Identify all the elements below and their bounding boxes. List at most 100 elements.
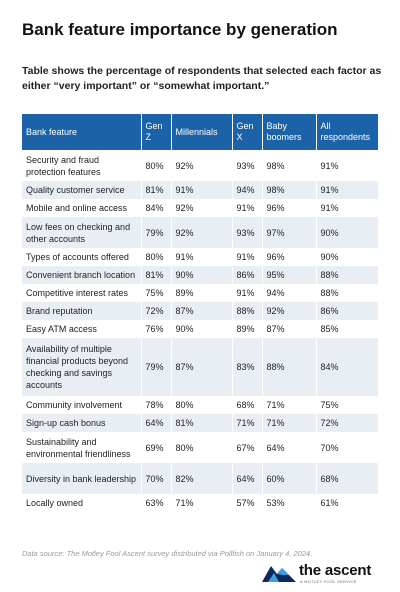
value-cell: 91%: [316, 150, 378, 181]
table-row: Availability of multiple financial produ…: [22, 338, 378, 396]
value-cell: 76%: [141, 320, 172, 338]
value-cell: 87%: [171, 302, 233, 320]
value-cell: 64%: [141, 414, 172, 432]
feature-cell: Diversity in bank leadership: [22, 463, 142, 494]
table-row: Sustainability and environmental friendl…: [22, 432, 378, 463]
value-cell: 71%: [262, 414, 317, 432]
value-cell: 70%: [316, 432, 378, 463]
table-row: Competitive interest rates 75% 89% 91% 94% 88…: [22, 284, 378, 302]
feature-cell: Sign-up cash bonus: [22, 414, 142, 432]
value-cell: 64%: [262, 432, 317, 463]
value-cell: 91%: [232, 284, 263, 302]
value-cell: 72%: [316, 414, 378, 432]
value-cell: 92%: [171, 150, 233, 181]
value-cell: 81%: [171, 414, 233, 432]
value-cell: 91%: [171, 248, 233, 266]
mountain-logo-icon: [262, 566, 296, 582]
value-cell: 94%: [262, 284, 317, 302]
feature-cell: Sustainability and environmental friendl…: [22, 432, 142, 463]
value-cell: 86%: [232, 266, 263, 284]
table-row: Locally owned 63% 71% 57% 53% 61%: [22, 494, 378, 512]
value-cell: 69%: [141, 432, 172, 463]
value-cell: 68%: [232, 396, 263, 414]
value-cell: 91%: [232, 248, 263, 266]
feature-cell: Community involvement: [22, 396, 142, 414]
value-cell: 91%: [171, 181, 233, 199]
value-cell: 75%: [141, 284, 172, 302]
value-cell: 72%: [141, 302, 172, 320]
value-cell: 60%: [262, 463, 317, 494]
column-header: Bank feature: [22, 114, 142, 150]
value-cell: 85%: [316, 320, 378, 338]
feature-cell: Types of accounts offered: [22, 248, 142, 266]
value-cell: 88%: [262, 338, 317, 396]
value-cell: 98%: [262, 150, 317, 181]
value-cell: 91%: [316, 181, 378, 199]
feature-cell: Security and fraud protection features: [22, 150, 142, 181]
value-cell: 53%: [262, 494, 317, 512]
value-cell: 80%: [171, 432, 233, 463]
value-cell: 91%: [232, 199, 263, 217]
value-cell: 94%: [232, 181, 263, 199]
table-row: Types of accounts offered 80% 91% 91% 96% 90%: [22, 248, 378, 266]
column-header: Millennials: [171, 114, 233, 150]
value-cell: 79%: [141, 338, 172, 396]
chart-subtitle: Table shows the percentage of respondent…: [22, 65, 382, 92]
value-cell: 98%: [262, 181, 317, 199]
column-header: Gen X: [232, 114, 263, 150]
value-cell: 92%: [262, 302, 317, 320]
value-cell: 71%: [262, 396, 317, 414]
data-source-note: Data source: The Motley Fool Ascent surv…: [22, 549, 313, 558]
feature-cell: Brand reputation: [22, 302, 142, 320]
value-cell: 67%: [232, 432, 263, 463]
value-cell: 81%: [141, 266, 172, 284]
value-cell: 64%: [232, 463, 263, 494]
value-cell: 80%: [171, 396, 233, 414]
value-cell: 83%: [232, 338, 263, 396]
table-row: Convenient branch location 81% 90% 86% 95% 88…: [22, 266, 378, 284]
value-cell: 80%: [141, 150, 172, 181]
value-cell: 90%: [316, 217, 378, 248]
value-cell: 70%: [141, 463, 172, 494]
feature-table: Bank feature Gen Z Millennials Gen X Baby bo…: [22, 114, 378, 512]
value-cell: 88%: [316, 284, 378, 302]
value-cell: 96%: [262, 199, 317, 217]
value-cell: 63%: [141, 494, 172, 512]
value-cell: 88%: [232, 302, 263, 320]
value-cell: 86%: [316, 302, 378, 320]
value-cell: 81%: [141, 181, 172, 199]
value-cell: 93%: [232, 150, 263, 181]
column-header: Baby boomers: [262, 114, 317, 150]
table-row: Security and fraud protection features 80…: [22, 150, 378, 181]
value-cell: 80%: [141, 248, 172, 266]
value-cell: 95%: [262, 266, 317, 284]
table-row: Community involvement 78% 80% 68% 71% 75%: [22, 396, 378, 414]
feature-cell: Convenient branch location: [22, 266, 142, 284]
table-row: Low fees on checking and other accounts 7…: [22, 217, 378, 248]
feature-cell: Mobile and online access: [22, 199, 142, 217]
value-cell: 91%: [316, 199, 378, 217]
value-cell: 96%: [262, 248, 317, 266]
feature-cell: Quality customer service: [22, 181, 142, 199]
value-cell: 68%: [316, 463, 378, 494]
value-cell: 87%: [262, 320, 317, 338]
table-row: Brand reputation 72% 87% 88% 92% 86%: [22, 302, 378, 320]
column-header: Gen Z: [141, 114, 172, 150]
value-cell: 88%: [316, 266, 378, 284]
logo-tagline: A MOTLEY FOOL SERVICE: [300, 579, 357, 584]
column-header: All respondents: [316, 114, 378, 150]
value-cell: 71%: [232, 414, 263, 432]
value-cell: 57%: [232, 494, 263, 512]
value-cell: 84%: [141, 199, 172, 217]
feature-cell: Availability of multiple financial produ…: [22, 338, 142, 396]
table-header-row: Bank feature Gen Z Millennials Gen X Baby bo…: [22, 114, 378, 150]
value-cell: 90%: [171, 266, 233, 284]
logo-text: the ascent: [299, 562, 372, 579]
table-row: Diversity in bank leadership 70% 82% 64% 60%…: [22, 463, 378, 494]
value-cell: 90%: [316, 248, 378, 266]
value-cell: 89%: [232, 320, 263, 338]
value-cell: 97%: [262, 217, 317, 248]
table-row: Sign-up cash bonus 64% 81% 71% 71% 72%: [22, 414, 378, 432]
value-cell: 89%: [171, 284, 233, 302]
value-cell: 75%: [316, 396, 378, 414]
